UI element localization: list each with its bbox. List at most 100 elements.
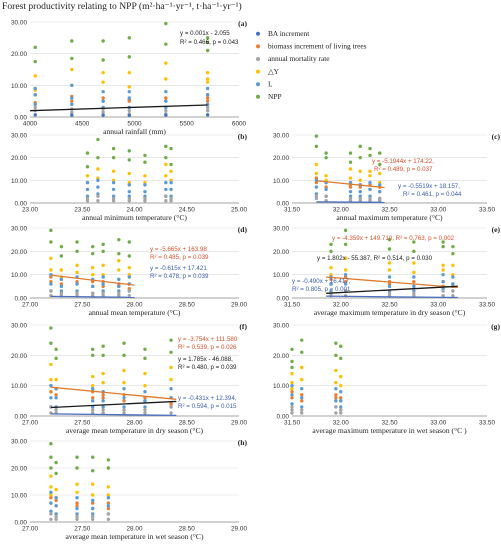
- data-point-biomass-increment-of-living-trees: [91, 501, 95, 505]
- data-point-npp: [164, 155, 168, 160]
- data-point-npp: [49, 455, 53, 459]
- data-point-annual-mortality-rate: [75, 514, 79, 519]
- data-point--y: [343, 268, 348, 272]
- x-axis-label: annual rainfall (mm): [103, 127, 166, 136]
- regression-annotation: R² = 0.539, p = 0.026: [178, 344, 237, 351]
- data-point-npp: [441, 244, 445, 249]
- y-tick-label: 0.00: [15, 115, 28, 122]
- x-tick-label: 28.50: [179, 526, 195, 533]
- legend-label: L: [268, 79, 273, 88]
- data-point--y: [96, 167, 100, 171]
- data-point-annual-mortality-rate: [324, 194, 328, 198]
- data-point-npp: [101, 249, 105, 254]
- data-point--y: [324, 174, 328, 178]
- y-tick-label: 10.00: [11, 83, 27, 90]
- data-point-npp: [75, 249, 79, 254]
- data-point--y: [70, 67, 74, 72]
- data-point-npp: [49, 341, 53, 345]
- data-point-npp: [101, 58, 105, 62]
- data-point-npp: [412, 249, 416, 254]
- data-point-npp: [122, 341, 126, 345]
- data-point-npp: [49, 442, 53, 446]
- trendline-blue: [50, 295, 135, 298]
- data-point-biomass-increment-of-living-trees: [122, 399, 126, 403]
- data-point-npp: [358, 155, 362, 160]
- data-point-annual-mortality-rate: [49, 289, 53, 293]
- regression-annotation: y = -0.431x + 12.394,: [178, 395, 237, 402]
- data-point--y: [358, 169, 362, 173]
- data-point-biomass-increment-of-living-trees: [343, 279, 348, 284]
- data-point-l: [127, 275, 131, 279]
- data-point-annual-mortality-rate: [339, 408, 343, 412]
- data-point-annual-mortality-rate: [91, 517, 95, 521]
- data-point-annual-mortality-rate: [290, 408, 294, 412]
- x-tick-label: 24.50: [179, 207, 195, 214]
- data-point-annual-mortality-rate: [290, 411, 294, 415]
- data-point-npp: [334, 353, 338, 358]
- x-tick-label: 33.00: [430, 207, 446, 214]
- data-point-l: [49, 509, 53, 513]
- y-tick-label: 0.00: [277, 414, 290, 421]
- x-tick-label: 24.00: [127, 207, 143, 214]
- x-axis-label: annual mean temperature (°C): [89, 308, 181, 317]
- x-tick-label: 32.00: [333, 207, 349, 214]
- data-point-annual-mortality-rate: [127, 199, 131, 203]
- data-point--y: [91, 493, 95, 497]
- data-point-biomass-increment-of-living-trees: [101, 396, 105, 400]
- data-point-annual-mortality-rate: [378, 199, 382, 203]
- data-point-l: [143, 399, 147, 403]
- data-point-l: [106, 504, 111, 508]
- data-point-npp: [106, 466, 111, 470]
- data-point-annual-mortality-rate: [70, 110, 74, 114]
- data-point--y: [387, 268, 392, 272]
- data-point--y: [49, 493, 53, 497]
- y-tick-label: 10.00: [11, 493, 27, 500]
- data-point-l: [290, 383, 294, 388]
- data-point--y: [117, 258, 121, 263]
- data-point-npp: [378, 162, 382, 167]
- data-point--y: [101, 380, 105, 385]
- data-point-npp: [127, 254, 131, 258]
- panel-label: (h): [238, 438, 248, 447]
- data-point--y: [169, 169, 173, 173]
- x-tick-label: 5500: [180, 121, 195, 128]
- data-point-ba-increment: [205, 113, 210, 117]
- data-point-npp: [127, 36, 131, 40]
- data-point-l: [70, 102, 74, 107]
- data-point-biomass-increment-of-living-trees: [75, 501, 79, 505]
- data-point-biomass-increment-of-living-trees: [54, 393, 58, 397]
- data-point-l: [205, 86, 210, 91]
- data-point--y: [91, 482, 95, 486]
- data-point-l: [85, 187, 90, 192]
- data-point-npp: [343, 228, 348, 233]
- data-point-annual-mortality-rate: [101, 408, 105, 412]
- data-point-annual-mortality-rate: [101, 291, 105, 296]
- data-point-npp: [70, 39, 74, 43]
- data-point--y: [127, 171, 131, 176]
- data-point--y: [164, 174, 168, 178]
- x-tick-label: 33.00: [430, 420, 446, 427]
- legend-marker: [256, 69, 260, 74]
- data-point-npp: [169, 350, 173, 354]
- legend-label: △Y: [268, 67, 280, 76]
- data-point--y: [75, 482, 79, 486]
- data-point-npp: [91, 469, 95, 473]
- data-point-npp: [70, 56, 74, 61]
- x-tick-label: 32.50: [382, 207, 398, 214]
- data-point--y: [339, 383, 343, 388]
- data-point-annual-mortality-rate: [96, 194, 100, 198]
- legend-marker: [256, 94, 260, 99]
- data-point-annual-mortality-rate: [339, 411, 343, 415]
- data-point--y: [451, 263, 455, 268]
- x-tick-label: 29.00: [231, 302, 247, 309]
- x-tick-label: 27.50: [74, 302, 90, 309]
- data-point-npp: [101, 242, 105, 247]
- x-tick-label: 28.00: [127, 420, 143, 427]
- y-tick-label: 0.00: [277, 296, 290, 303]
- data-point-l: [387, 284, 392, 289]
- data-point-biomass-increment-of-living-trees: [169, 402, 173, 406]
- data-point-biomass-increment-of-living-trees: [101, 284, 105, 289]
- data-point--y: [75, 270, 79, 275]
- data-point-npp: [49, 326, 53, 330]
- data-point-biomass-increment-of-living-trees: [75, 504, 79, 508]
